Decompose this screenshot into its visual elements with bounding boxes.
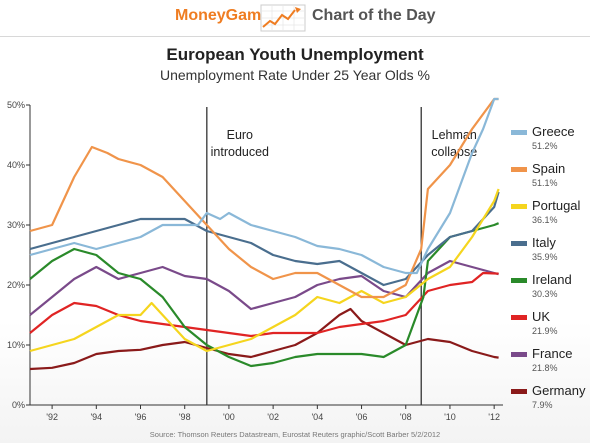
legend-value-italy: 35.9%	[532, 252, 558, 262]
series-line-portugal	[29, 188, 500, 353]
header-bar: MoneyGame Chart of the Day	[0, 0, 590, 37]
x-tick-label: '08	[400, 412, 412, 422]
series-line-spain	[29, 97, 499, 299]
x-tick-label: '98	[179, 412, 191, 422]
brand-name: MoneyGame	[175, 7, 271, 24]
series-lines	[29, 97, 500, 371]
legend-swatch-uk	[511, 315, 527, 320]
legend-label-spain: Spain	[532, 161, 565, 176]
source-note: Source: Thomson Reuters Datastream, Euro…	[149, 430, 441, 439]
y-tick-label: 20%	[7, 280, 25, 290]
legend-value-france: 21.8%	[532, 363, 558, 373]
x-tick-label: '96	[135, 412, 147, 422]
x-tick-label: '06	[356, 412, 368, 422]
legend-value-uk: 21.9%	[532, 326, 558, 336]
y-tick-label: 30%	[7, 220, 25, 230]
series-line-italy	[29, 191, 500, 287]
legend-label-uk: UK	[532, 309, 550, 324]
legend-swatch-italy	[511, 241, 527, 246]
legend: Greece 51.2% Spain 51.1% Portugal 36.1% Italy 3…	[511, 124, 586, 410]
legend-value-ireland: 30.3%	[532, 289, 558, 299]
y-tick-label: 10%	[7, 340, 25, 350]
legend-label-portugal: Portugal	[532, 198, 581, 213]
series-line-uk	[29, 271, 499, 338]
x-tick-label: '10	[444, 412, 456, 422]
legend-value-germany: 7.9%	[532, 400, 553, 410]
chart-of-the-day-label: Chart of the Day	[312, 7, 436, 24]
annotations: Euro introduced Lehman collapse	[206, 107, 477, 405]
series-line-ireland	[29, 222, 500, 368]
legend-value-greece: 51.2%	[532, 141, 558, 151]
series-line-greece	[29, 97, 499, 275]
x-tick-label: '12	[488, 412, 500, 422]
annotation-label: introduced	[211, 145, 269, 159]
legend-label-greece: Greece	[532, 124, 575, 139]
y-tick-label: 50%	[7, 100, 25, 110]
chart-subtitle: Unemployment Rate Under 25 Year Olds %	[159, 67, 431, 83]
legend-value-portugal: 36.1%	[532, 215, 558, 225]
series-line-france	[29, 259, 499, 316]
series-line-germany	[29, 307, 499, 371]
x-tick-label: '92	[46, 412, 58, 422]
legend-label-france: France	[532, 346, 572, 361]
legend-swatch-portugal	[511, 204, 527, 209]
chart-title: European Youth Unemployment	[166, 45, 424, 64]
legend-swatch-germany	[511, 389, 527, 394]
annotation-label: Lehman	[432, 128, 477, 142]
legend-value-spain: 51.1%	[532, 178, 558, 188]
trend-chart-icon	[260, 4, 306, 32]
legend-swatch-spain	[511, 167, 527, 172]
legend-label-germany: Germany	[532, 383, 586, 398]
x-tick-label: '04	[311, 412, 323, 422]
y-tick-label: 0%	[12, 400, 25, 410]
legend-label-ireland: Ireland	[532, 272, 572, 287]
legend-swatch-ireland	[511, 278, 527, 283]
y-tick-label: 40%	[7, 160, 25, 170]
legend-swatch-greece	[511, 130, 527, 135]
legend-swatch-france	[511, 352, 527, 357]
x-tick-label: '02	[267, 412, 279, 422]
annotation-label: Euro	[227, 128, 253, 142]
x-tick-label: '00	[223, 412, 235, 422]
legend-label-italy: Italy	[532, 235, 556, 250]
x-tick-label: '94	[90, 412, 102, 422]
annotation-label: collapse	[431, 145, 477, 159]
